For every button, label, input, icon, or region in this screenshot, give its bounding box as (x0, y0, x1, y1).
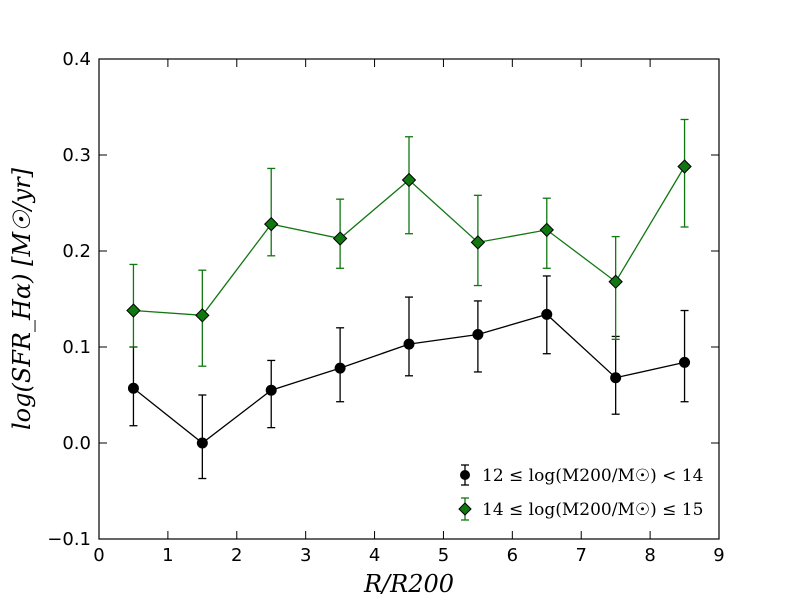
x-tick-label-0: 0 (93, 545, 104, 566)
x-tick-label-3: 3 (300, 545, 311, 566)
x-tick-label-8: 8 (644, 545, 655, 566)
point-0-8 (679, 356, 691, 368)
point-1-0 (126, 303, 141, 318)
point-0-4 (403, 338, 415, 350)
plot-area: 0 1 2 3 4 5 6 7 8 9 −0.1 0.0 0.1 0.2 0.3 0.4 (47, 49, 724, 566)
y-tick-label-4: 0.3 (62, 145, 91, 166)
point-1-5 (470, 235, 486, 250)
x-tick-label-7: 7 (575, 545, 586, 566)
point-0-6 (541, 308, 553, 320)
point-1-1 (195, 308, 210, 323)
point-0-5 (472, 329, 484, 341)
axes-frame (98, 58, 720, 540)
x-tick-label-6: 6 (507, 545, 518, 566)
point-1-3 (332, 231, 348, 246)
x-tick-label-9: 9 (713, 545, 724, 566)
axis-ticks: 0 1 2 3 4 5 6 7 8 9 −0.1 0.0 0.1 0.2 0.3 0.4 (47, 49, 724, 566)
point-0-1 (196, 437, 208, 449)
y-tick-label-0: −0.1 (47, 529, 91, 550)
y-tick-label-5: 0.4 (62, 49, 91, 70)
series-0 (127, 275, 691, 480)
point-0-0 (127, 382, 139, 394)
point-1-8 (677, 159, 692, 174)
legend: 12 ≤ log(M200/M☉) < 14 14 ≤ log(M200/M☉)… (458, 464, 703, 521)
point-0-2 (265, 384, 277, 396)
series-1 (126, 118, 692, 367)
x-tick-label-5: 5 (438, 545, 449, 566)
legend-label-0: 12 ≤ log(M200/M☉) < 14 (482, 466, 703, 486)
point-1-2 (264, 216, 279, 232)
x-axis-label: R/R200 (363, 570, 454, 598)
point-0-3 (334, 362, 346, 374)
y-axis-label: log(SFR_Hα) [M☉/yr] (8, 167, 36, 430)
series-layer (126, 118, 692, 480)
legend-marker-0 (460, 470, 470, 480)
x-tick-label-4: 4 (369, 545, 380, 566)
x-tick-label-1: 1 (162, 545, 173, 566)
y-tick-label-2: 0.1 (62, 337, 91, 358)
y-tick-label-3: 0.2 (62, 241, 91, 262)
legend-label-1: 14 ≤ log(M200/M☉) ≤ 15 (482, 500, 703, 520)
point-0-7 (610, 372, 622, 384)
x-tick-label-2: 2 (231, 545, 242, 566)
y-tick-label-1: 0.0 (62, 433, 91, 454)
point-1-4 (401, 172, 417, 188)
legend-entry-0: 12 ≤ log(M200/M☉) < 14 (460, 464, 703, 486)
legend-entry-1: 14 ≤ log(M200/M☉) ≤ 15 (458, 497, 703, 521)
point-1-6 (539, 222, 554, 238)
point-1-7 (608, 274, 623, 289)
legend-marker-1 (458, 502, 472, 516)
